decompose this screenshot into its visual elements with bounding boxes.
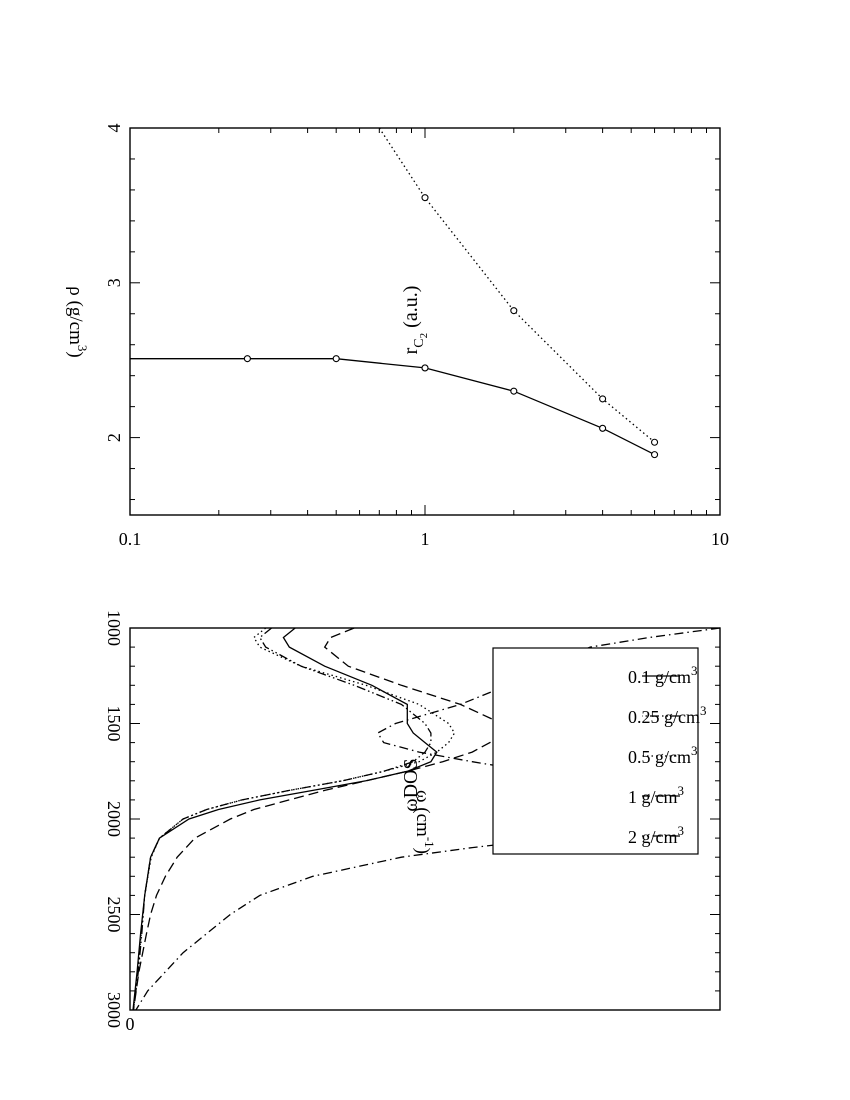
dos-series-line xyxy=(132,627,456,1011)
rc2-panel: 2 3 4 0.1 1 10 rC2 (a.u.) ρ (g/cm3) xyxy=(65,124,729,550)
dos-legend: 0.1 g/cm3 0.25 g/cm3 0.5 g/cm3 1 g/cm3 2 g/c… xyxy=(492,647,707,855)
legend-label: 0.1 g/cm3 xyxy=(628,663,698,687)
rc2-y-tick-label: 2 xyxy=(104,433,124,442)
rc2-data-point xyxy=(599,395,607,403)
rc2-x-tick-label: 0.1 xyxy=(119,529,142,549)
rc2-data-point xyxy=(243,355,251,363)
dos-x-tick-label: 2000 xyxy=(104,801,124,837)
dos-series-line xyxy=(132,627,438,1011)
rc2-data-point xyxy=(421,364,429,372)
dos-x-tick-label: 2500 xyxy=(104,897,124,933)
legend-label: 2 g/cm3 xyxy=(628,823,684,847)
dos-y-tick-label: 0 xyxy=(126,1014,135,1034)
rc2-x-axis-label: ρ (g/cm3) xyxy=(65,286,90,357)
rc2-x-tick-label: 1 xyxy=(421,529,430,549)
dos-x-tick-label: 3000 xyxy=(104,992,124,1028)
rc2-data-point xyxy=(651,438,659,446)
dos-series-line xyxy=(132,627,503,1011)
rc2-data-point xyxy=(510,387,518,395)
rc2-x-tick-label: 10 xyxy=(711,529,729,549)
dos-y-axis-label: ωDOS xyxy=(400,758,422,811)
rc2-data-point xyxy=(332,355,340,363)
dos-x-tick-label: 1500 xyxy=(104,706,124,742)
rc2-data-point xyxy=(651,451,659,459)
rc2-data-point xyxy=(510,307,518,315)
legend-label: 0.5 g/cm3 xyxy=(628,743,698,767)
dos-legend-box xyxy=(492,647,699,855)
rc2-series-line xyxy=(378,127,656,443)
dos-x-axis-label: ω (cm-1) xyxy=(412,790,437,854)
rc2-y-tick-label: 3 xyxy=(104,278,124,287)
legend-label: 0.25 g/cm3 xyxy=(628,703,707,727)
dos-series-line xyxy=(132,627,432,1011)
rc2-plot-frame xyxy=(129,127,721,516)
rc2-data-point xyxy=(599,424,607,432)
dos-x-tick-label: 1000 xyxy=(104,610,124,646)
rc2-data-point xyxy=(421,194,429,202)
rc2-y-axis-label: rC2 (a.u.) xyxy=(400,286,430,355)
legend-label: 1 g/cm3 xyxy=(628,783,684,807)
rc2-y-tick-label: 4 xyxy=(104,124,124,133)
dos-panel: 1000 1500 2000 2500 3000 0 ωDOS ω (cm-1) 0.1 … xyxy=(104,610,721,1034)
